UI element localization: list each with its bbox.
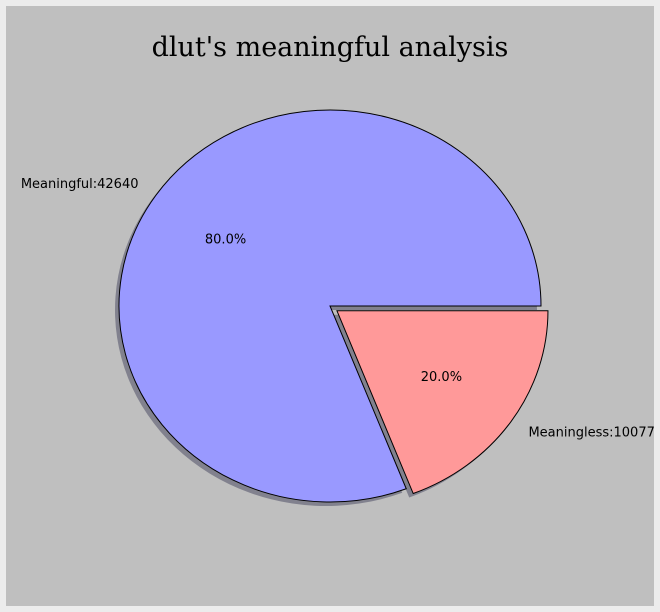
chart-figure: dlut's meaningful analysis Meaningful:42… [6,6,654,606]
slice-percent-meaningful: 80.0% [205,233,246,248]
pie-chart: dlut's meaningful analysis Meaningful:42… [21,32,654,507]
pie-slice-meaningful [118,109,542,503]
slice-label-meaningful: Meaningful:42640 [21,177,139,192]
chart-title: dlut's meaningful analysis [152,32,509,63]
slice-label-meaningless: Meaningless:10077 [528,426,654,441]
pie-slice-meaningless [336,310,549,495]
slice-percent-meaningless: 20.0% [421,370,462,385]
